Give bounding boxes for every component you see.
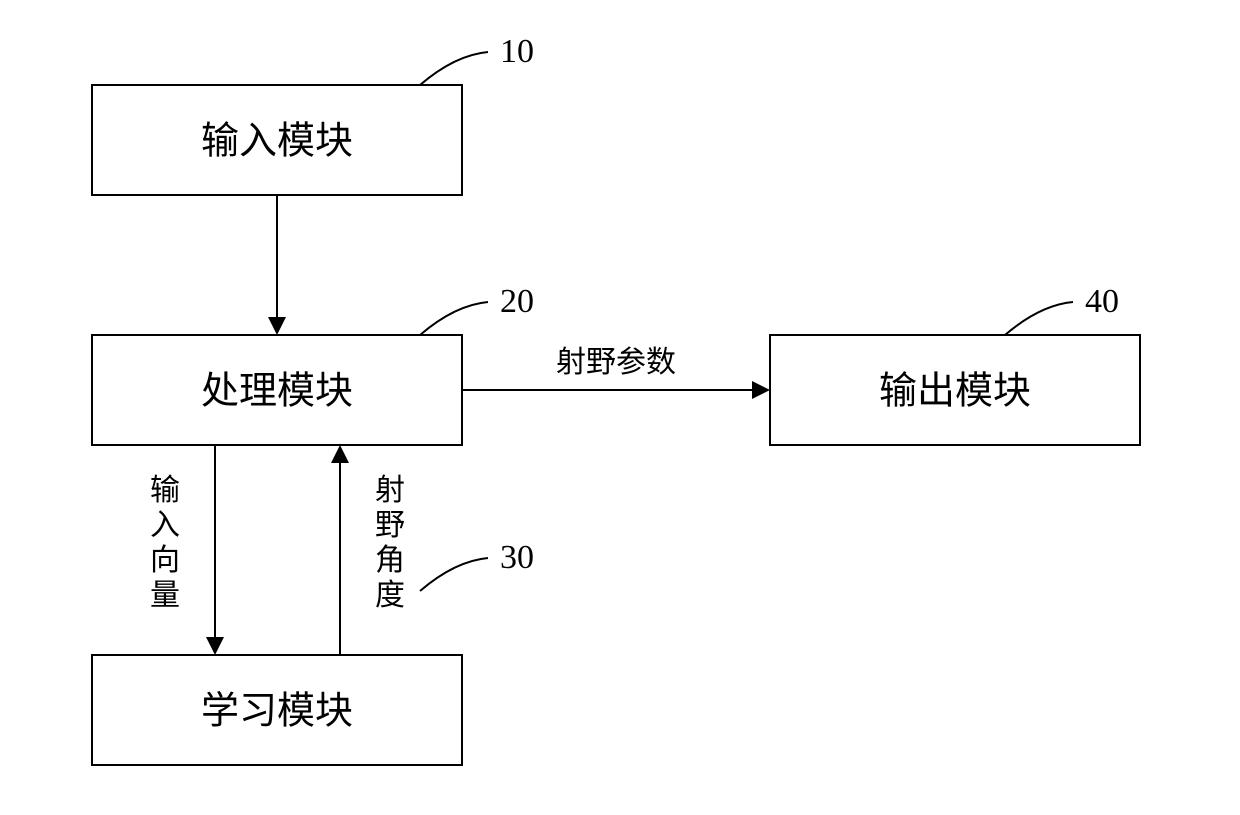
node-process-label: 处理模块 [201,371,353,413]
edge-learn-to-process: 射 野 角 度 [331,445,405,655]
callout-learn: 30 [420,539,534,591]
edge-process-to-learn: 输 入 向 量 [150,445,224,655]
callout-process-id: 20 [500,283,534,320]
edge-process-to-learn-label-1: 入 [150,509,180,542]
edge-learn-to-process-label-3: 度 [375,579,405,612]
node-process: 处理模块 [92,335,462,445]
node-learn: 学习模块 [92,655,462,765]
edge-learn-to-process-label-1: 野 [375,509,405,542]
callout-learn-id: 30 [500,539,534,576]
node-learn-label: 学习模块 [201,691,353,733]
edge-input-to-process [268,195,286,335]
edge-process-to-output-label: 射野参数 [556,346,676,379]
callout-output: 40 [1005,283,1119,335]
edge-learn-to-process-label-0: 射 [375,474,405,507]
node-input: 输入模块 [92,85,462,195]
callout-output-id: 40 [1085,283,1119,320]
diagram-canvas: 输入模块 10 处理模块 20 学习模块 30 输出模块 40 [0,0,1240,815]
callout-process: 20 [420,283,534,335]
edge-process-to-learn-label-3: 量 [150,579,180,612]
edge-learn-to-process-label-2: 角 [375,544,405,577]
node-output-label: 输出模块 [879,371,1031,413]
callout-input: 10 [420,33,534,85]
node-output: 输出模块 [770,335,1140,445]
callout-input-id: 10 [500,33,534,70]
edge-process-to-learn-label-0: 输 [150,474,180,507]
node-input-label: 输入模块 [201,121,353,163]
edge-process-to-learn-label-2: 向 [150,544,180,577]
edge-process-to-output: 射野参数 [462,346,770,399]
